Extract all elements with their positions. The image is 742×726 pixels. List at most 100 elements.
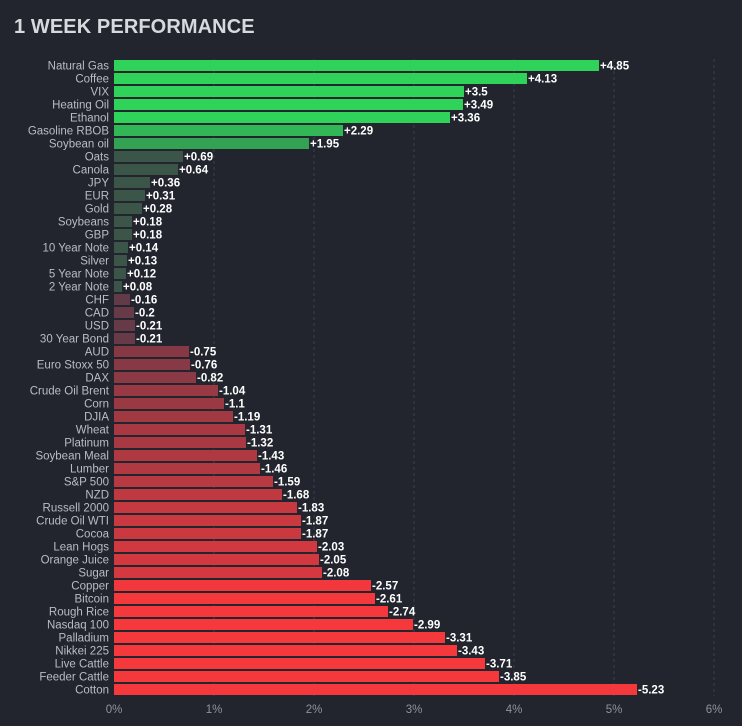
bar[interactable]	[114, 307, 134, 318]
bar[interactable]	[114, 606, 388, 617]
bar[interactable]	[114, 476, 273, 487]
bar[interactable]	[114, 502, 297, 513]
bar[interactable]	[114, 593, 375, 604]
value-label: -1.19	[234, 412, 260, 424]
bar[interactable]	[114, 632, 445, 643]
category-label: NZD	[85, 490, 109, 502]
bar[interactable]	[114, 658, 485, 669]
bar[interactable]	[114, 164, 178, 175]
bar[interactable]	[114, 138, 309, 149]
bar[interactable]	[114, 515, 301, 526]
value-label: -1.87	[302, 529, 328, 541]
category-label: CAD	[85, 308, 109, 320]
value-label: -2.08	[323, 568, 350, 580]
value-label: +2.29	[344, 126, 373, 138]
bar[interactable]	[114, 645, 457, 656]
category-label: Platinum	[64, 438, 109, 450]
bar[interactable]	[114, 125, 343, 136]
value-label: +0.18	[133, 230, 163, 242]
value-label: -2.61	[376, 594, 403, 606]
x-axis-ticks: 0% 1% 2% 3% 4% 5% 6%	[106, 704, 723, 716]
bar[interactable]	[114, 229, 132, 240]
category-label: Gasoline RBOB	[28, 126, 110, 138]
bar[interactable]	[114, 268, 126, 279]
category-label: 10 Year Note	[42, 243, 109, 255]
category-label: Silver	[80, 256, 109, 268]
bar[interactable]	[114, 112, 450, 123]
x-tick-label: 3%	[406, 704, 423, 716]
bar[interactable]	[114, 385, 218, 396]
bar[interactable]	[114, 554, 319, 565]
bar[interactable]	[114, 463, 260, 474]
value-label: +3.36	[451, 113, 480, 125]
value-label: +0.64	[179, 165, 209, 177]
bar[interactable]	[114, 177, 150, 188]
value-label: +0.12	[127, 269, 156, 281]
bar[interactable]	[114, 294, 130, 305]
category-label: 2 Year Note	[49, 282, 109, 294]
bar[interactable]	[114, 73, 527, 84]
category-label: Bitcoin	[74, 594, 109, 606]
value-label: -2.05	[320, 555, 347, 567]
category-label: Gold	[85, 204, 109, 216]
category-label: Canola	[73, 165, 110, 177]
value-label: +0.69	[184, 152, 213, 164]
category-label: Crude Oil Brent	[30, 386, 110, 398]
bar[interactable]	[114, 255, 127, 266]
bars	[114, 60, 637, 695]
value-label: -2.99	[414, 620, 440, 632]
bar[interactable]	[114, 450, 257, 461]
category-label: Russell 2000	[43, 503, 109, 515]
bar[interactable]	[114, 528, 301, 539]
bar[interactable]	[114, 281, 122, 292]
bar[interactable]	[114, 398, 224, 409]
category-label: Copper	[71, 581, 109, 593]
bar[interactable]	[114, 320, 135, 331]
bar[interactable]	[114, 580, 371, 591]
value-label: -2.03	[318, 542, 344, 554]
bar[interactable]	[114, 359, 190, 370]
category-label: Sugar	[78, 568, 109, 580]
bar[interactable]	[114, 333, 135, 344]
bar[interactable]	[114, 424, 245, 435]
value-label: +3.49	[464, 100, 493, 112]
bar[interactable]	[114, 203, 142, 214]
bar[interactable]	[114, 190, 145, 201]
bar[interactable]	[114, 619, 413, 630]
bar[interactable]	[114, 242, 128, 253]
bar[interactable]	[114, 489, 282, 500]
bar[interactable]	[114, 411, 233, 422]
value-label: -0.21	[136, 334, 163, 346]
category-label: DAX	[85, 373, 109, 385]
bar[interactable]	[114, 346, 189, 357]
category-label: Nasdaq 100	[47, 620, 109, 632]
bar[interactable]	[114, 151, 183, 162]
bar[interactable]	[114, 86, 464, 97]
value-label: +1.95	[310, 139, 340, 151]
category-label: Lumber	[70, 464, 109, 476]
bar[interactable]	[114, 567, 322, 578]
category-label: CHF	[85, 295, 109, 307]
value-label: +4.85	[600, 61, 630, 73]
bar[interactable]	[114, 437, 246, 448]
category-label: Corn	[84, 399, 109, 411]
bar[interactable]	[114, 541, 317, 552]
category-label: Soybeans	[58, 217, 109, 229]
value-label: -3.71	[486, 659, 513, 671]
bar[interactable]	[114, 60, 599, 71]
category-label: Cocoa	[76, 529, 110, 541]
bar[interactable]	[114, 99, 463, 110]
category-label: AUD	[85, 347, 109, 359]
value-label: -5.23	[638, 685, 664, 697]
category-label: Soybean Meal	[35, 451, 109, 463]
value-label: -0.82	[197, 373, 223, 385]
category-label: Nikkei 225	[55, 646, 109, 658]
bar[interactable]	[114, 671, 499, 682]
bar[interactable]	[114, 372, 196, 383]
bar[interactable]	[114, 684, 637, 695]
category-label: Cotton	[75, 685, 109, 697]
bar[interactable]	[114, 216, 132, 227]
value-labels: +4.85+4.13+3.5+3.49+3.36+2.29+1.95+0.69+…	[123, 61, 664, 697]
value-label: -2.57	[372, 581, 398, 593]
